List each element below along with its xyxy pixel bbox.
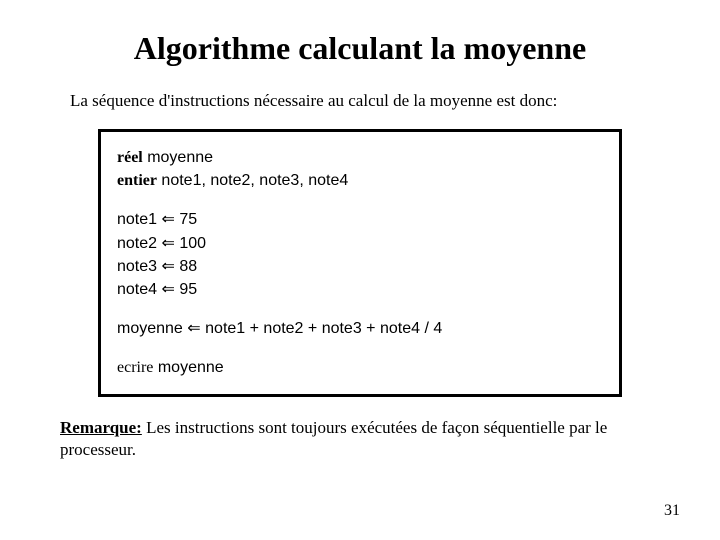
var-value: 88 — [179, 258, 197, 275]
slide-title: Algorithme calculant la moyenne — [60, 30, 660, 67]
algorithm-box: réel moyenne entier note1, note2, note3,… — [98, 129, 622, 397]
assign-note2: note2 ⇐ 100 — [117, 232, 603, 255]
assign-note1: note1 ⇐ 75 — [117, 208, 603, 231]
mean-assignment: moyenne ⇐ note1 + note2 + note3 + note4 … — [117, 317, 603, 340]
var-value: 95 — [179, 281, 197, 298]
vars-reel: moyenne — [143, 149, 213, 166]
vars-entier: note1, note2, note3, note4 — [157, 172, 348, 189]
keyword-reel: réel — [117, 149, 143, 166]
declaration-real: réel moyenne — [117, 146, 603, 169]
page-number: 31 — [664, 502, 680, 520]
left-arrow-icon: ⇐ — [162, 235, 175, 252]
left-arrow-icon: ⇐ — [162, 258, 175, 275]
left-arrow-icon: ⇐ — [187, 320, 200, 337]
mean-expression: note1 + note2 + note3 + note4 / 4 — [205, 320, 442, 337]
assign-note4: note4 ⇐ 95 — [117, 278, 603, 301]
left-arrow-icon: ⇐ — [162, 281, 175, 298]
var-name: note4 — [117, 281, 157, 298]
declaration-integer: entier note1, note2, note3, note4 — [117, 169, 603, 192]
remark-paragraph: Remarque: Les instructions sont toujours… — [60, 417, 660, 463]
keyword-entier: entier — [117, 172, 157, 189]
remark-label: Remarque: — [60, 418, 142, 437]
output-var: moyenne — [153, 359, 223, 376]
var-name: note2 — [117, 235, 157, 252]
var-value: 100 — [179, 235, 206, 252]
var-name: note1 — [117, 211, 157, 228]
intro-text: La séquence d'instructions nécessaire au… — [70, 91, 660, 111]
assign-note3: note3 ⇐ 88 — [117, 255, 603, 278]
var-name: note3 — [117, 258, 157, 275]
remark-text: Les instructions sont toujours exécutées… — [60, 418, 607, 460]
left-arrow-icon: ⇐ — [162, 211, 175, 228]
keyword-ecrire: ecrire — [117, 359, 153, 376]
output-line: ecrire moyenne — [117, 356, 603, 379]
var-name: moyenne — [117, 320, 183, 337]
assignments-block: note1 ⇐ 75 note2 ⇐ 100 note3 ⇐ 88 note4 … — [117, 208, 603, 301]
var-value: 75 — [179, 211, 197, 228]
